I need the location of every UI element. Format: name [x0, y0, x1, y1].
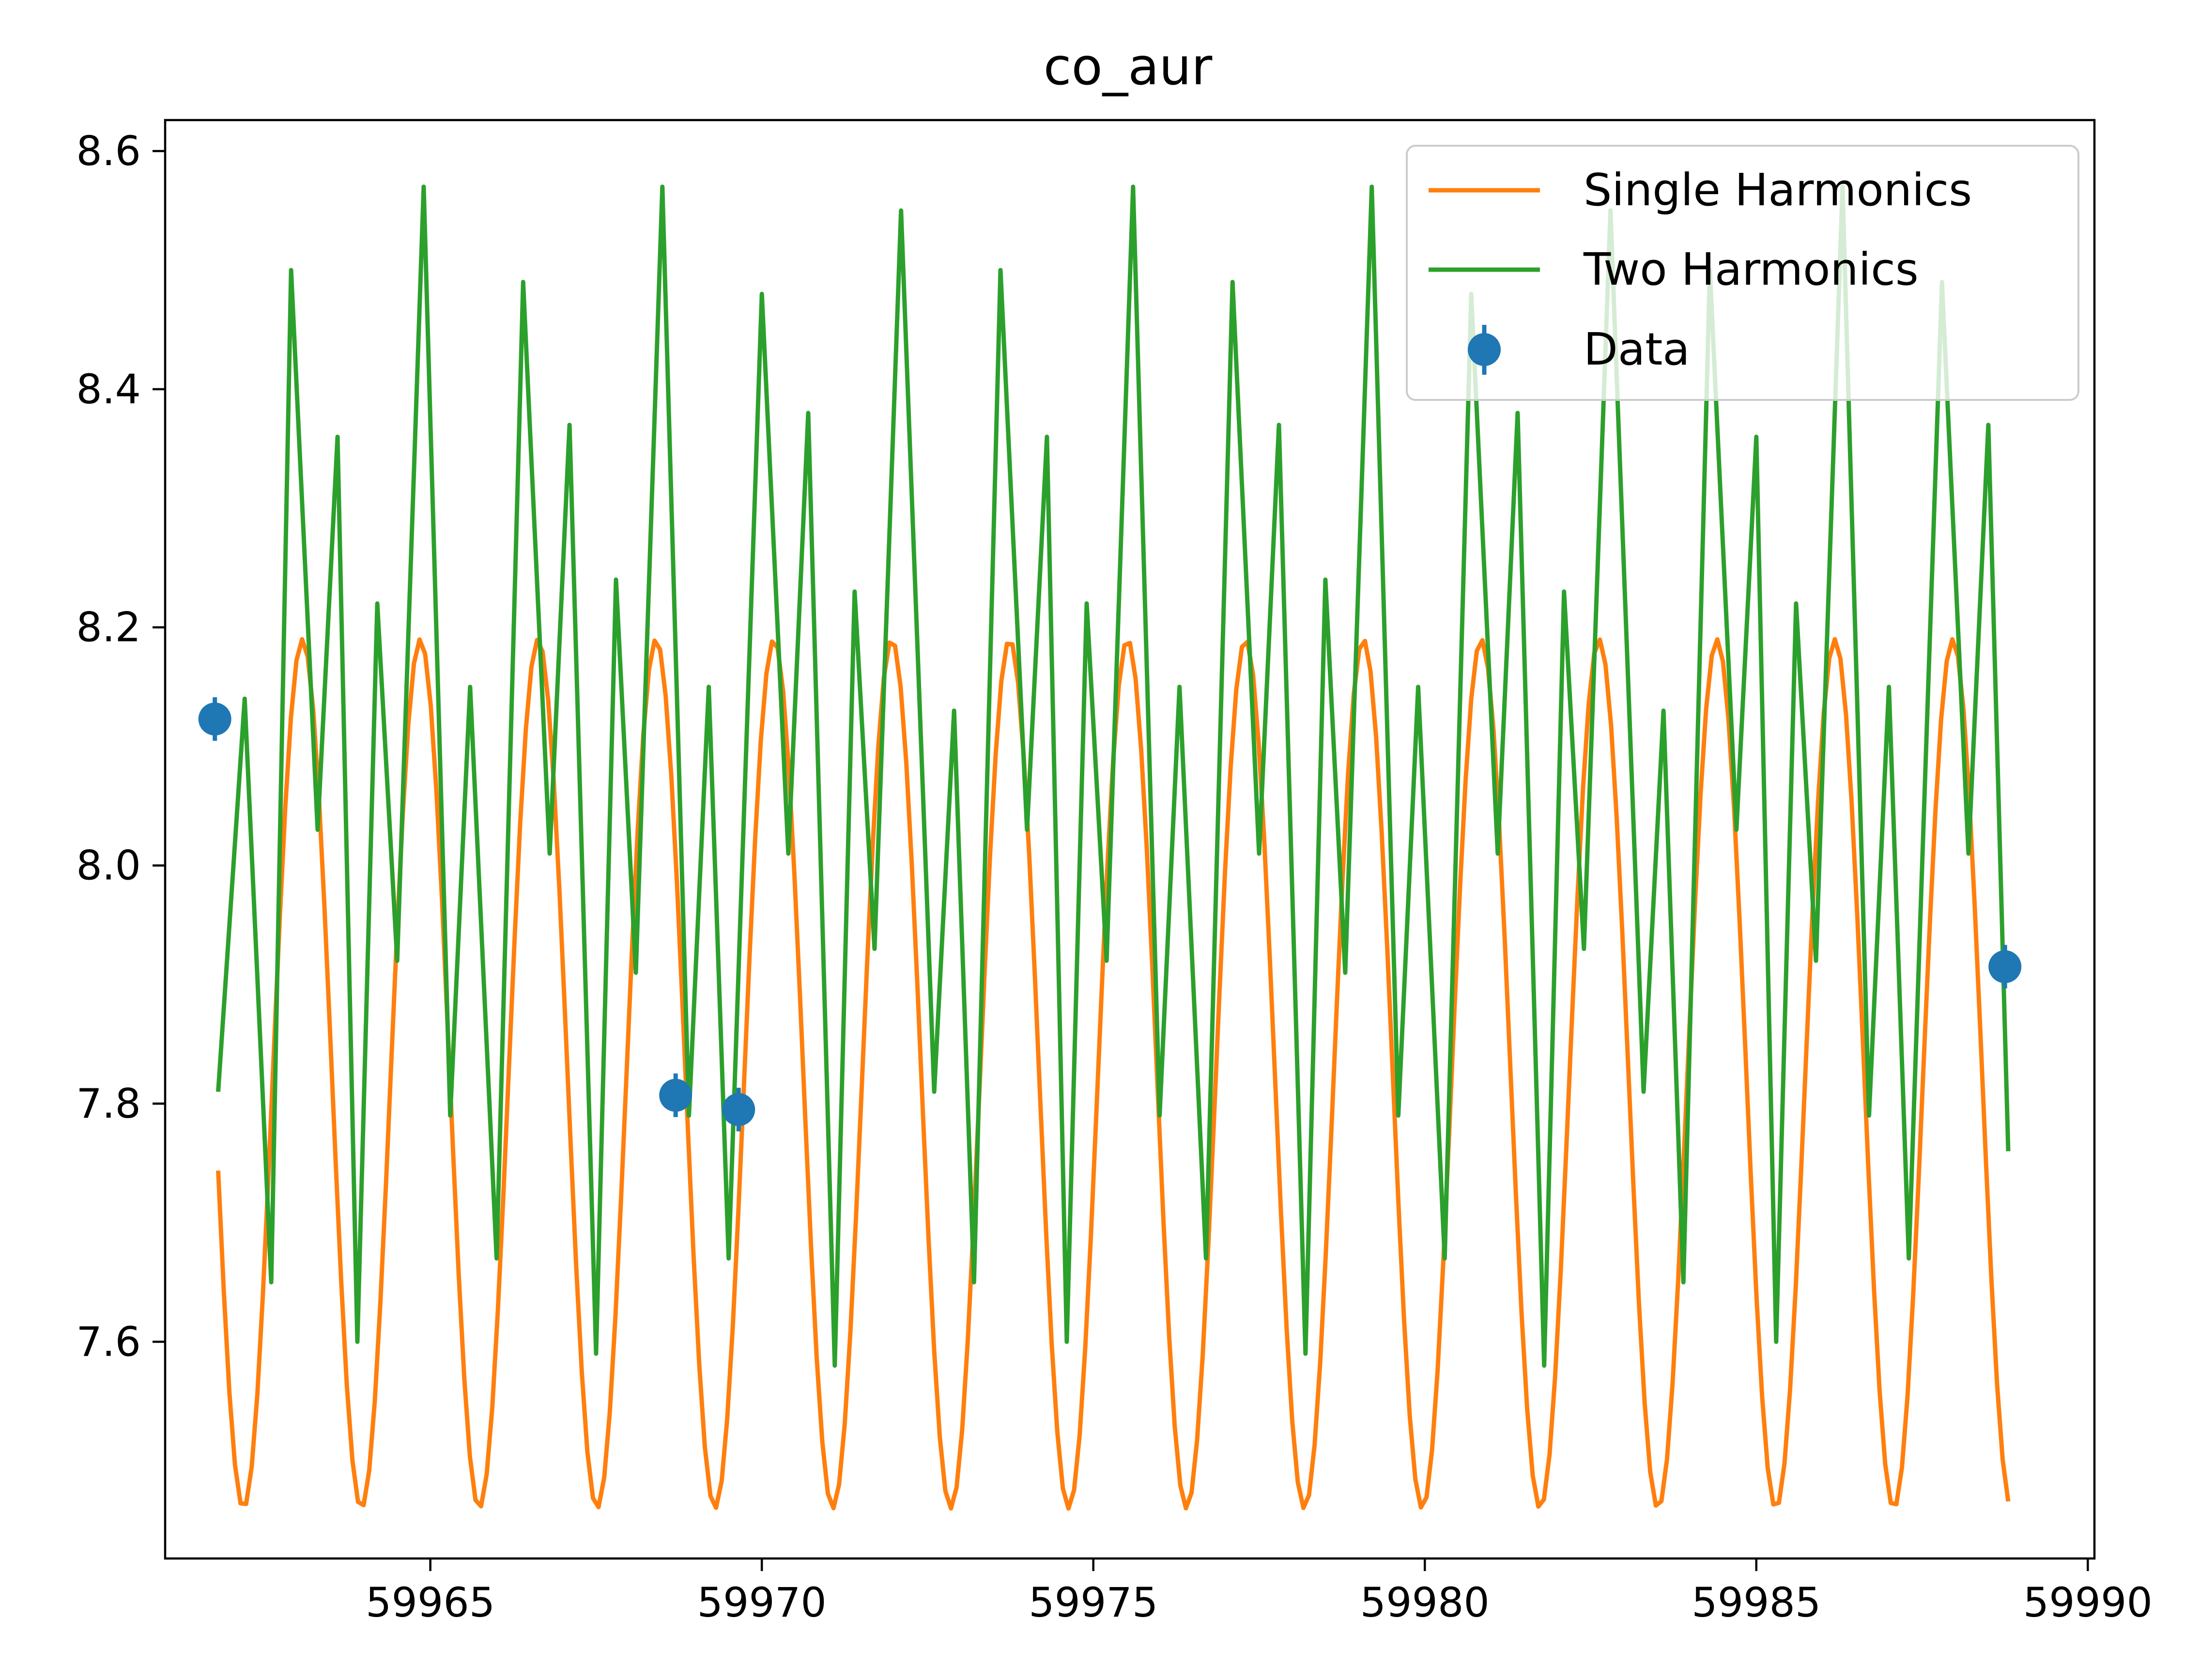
chart-title: co_aur — [1044, 37, 1213, 96]
y-tick-label: 7.6 — [76, 1318, 141, 1365]
legend: Single Harmonics Two Harmonics Data — [1406, 145, 2079, 401]
data-point — [198, 703, 231, 736]
x-tick-label: 59990 — [2023, 1579, 2153, 1626]
legend-single-harmonics-label: Single Harmonics — [1584, 164, 1972, 216]
x-tick-label: 59970 — [697, 1579, 827, 1626]
two-harmonics-line — [216, 184, 2011, 1368]
legend-data-label: Data — [1584, 323, 1690, 375]
plot-area — [198, 184, 2022, 1511]
x-axis: 59965 59970 59975 59980 59985 59990 — [366, 1558, 2153, 1626]
axes-frame — [164, 119, 2096, 1560]
data-point — [1988, 950, 2022, 983]
legend-two-harmonics-label: Two Harmonics — [1583, 244, 1919, 295]
y-tick-label: 8.2 — [76, 604, 141, 651]
x-tick-label: 59975 — [1029, 1579, 1158, 1626]
y-tick-label: 8.0 — [76, 842, 141, 889]
y-axis: 7.6 7.8 8.0 8.2 8.4 8.6 — [76, 127, 165, 1365]
y-tick-label: 7.8 — [76, 1080, 141, 1127]
x-tick-label: 59965 — [366, 1579, 495, 1626]
data-point — [722, 1093, 755, 1126]
x-tick-label: 59985 — [1692, 1579, 1821, 1626]
y-tick-label: 8.4 — [76, 366, 141, 413]
legend-data-marker — [1468, 333, 1501, 366]
data-point — [659, 1079, 692, 1112]
y-tick-label: 8.6 — [76, 127, 141, 175]
x-tick-label: 59980 — [1360, 1579, 1490, 1626]
legend-box — [1406, 145, 2079, 401]
